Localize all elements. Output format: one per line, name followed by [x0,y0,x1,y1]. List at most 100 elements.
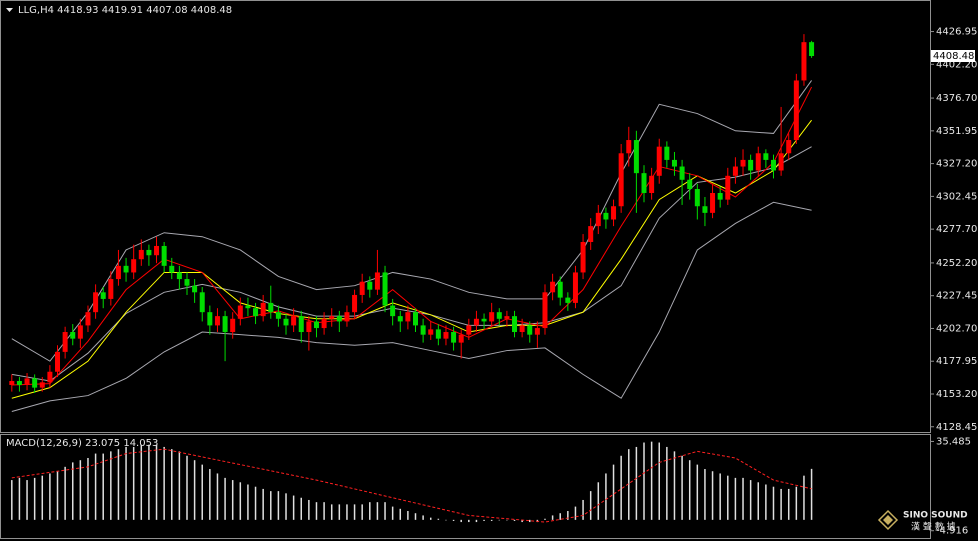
macd-bar [498,519,501,521]
macd-bar [407,511,409,520]
macd-bar [171,449,173,520]
macd-bar [429,517,432,520]
macd-bar [330,504,333,520]
candle-body [298,316,304,333]
macd-bar [620,455,622,520]
macd-bar [87,457,89,520]
candle-body [428,329,434,335]
macd-bar [666,446,668,520]
candle-body [397,316,403,322]
macd-bar [650,441,653,520]
macd-bar [452,519,455,521]
overlay-line [11,119,812,399]
candle-body [702,206,708,213]
candle-body [443,332,449,339]
menu-arrow[interactable] [6,8,13,12]
candle-body [679,166,685,180]
candle-body [253,308,259,317]
candle-body [123,265,129,273]
y-tick-label: 4402.20 [936,59,977,70]
macd-bar [11,480,13,520]
macd-bar [231,480,234,520]
candle-body [755,153,761,171]
candle-body [291,316,297,326]
macd-bar [681,455,683,520]
macd-bar [140,444,143,520]
macd-bar [285,493,287,520]
candle-body [16,381,22,385]
macd-bar [209,469,211,520]
macd-bar [292,495,295,520]
macd-bar [201,464,203,520]
y-tick-label: 4426.95 [936,27,977,38]
candle-body [694,189,700,207]
candle-body [237,305,243,319]
macd-bar [346,504,348,520]
candle-body [557,281,563,298]
candle-body [222,316,228,333]
macd-bar [521,519,523,523]
candle-body [451,332,457,343]
candle-body [39,382,45,388]
y-tick-label: -4.916 [936,526,968,537]
candle-body [138,249,144,260]
candle-body [519,325,525,333]
macd-bar [688,460,691,520]
y-tick-label: 4153.20 [936,389,977,400]
macd-bar [239,482,242,520]
macd-bar [308,499,310,520]
macd-bar [513,519,516,521]
overlay-line [11,86,813,386]
candle-body [466,325,472,335]
candle-body [512,316,518,333]
macd-bar [102,453,104,520]
y-tick-label: 4302.45 [936,191,977,202]
macd-bar [605,473,607,520]
candle-body [70,332,76,339]
y-tick-label: 4227.45 [936,291,977,302]
macd-bar [300,497,302,520]
candle-body [595,212,601,227]
candle-body [184,279,190,286]
candle-body [367,281,373,290]
macd-bar [468,519,470,523]
candle-body [47,371,53,383]
macd-bar [361,504,363,520]
watermark-logo [877,509,899,531]
macd-bar [574,506,577,520]
macd-bar [445,519,447,521]
macd-bar [559,513,561,520]
macd-bar [186,455,188,520]
macd-bar [810,468,813,520]
candle-body [732,166,738,176]
macd-bar [765,484,767,520]
macd-bar [711,471,714,520]
y-tick-label: 4327.20 [936,159,977,170]
macd-bar [437,518,440,520]
macd-bar [224,477,226,520]
candle-body [435,329,441,339]
candle-body [115,265,121,280]
macd-bar [148,444,150,520]
macd-bar [353,504,356,520]
candle-body [572,272,578,303]
watermark-logo-inner [883,515,893,525]
last-price-box [931,50,975,62]
candle-body [390,305,396,317]
candle-body [671,159,677,167]
candle-body [268,302,274,313]
macd-bar [155,444,158,520]
overlay-line [11,201,812,412]
candle-body [527,325,533,335]
candle-body [710,193,716,213]
candle-body [169,265,175,273]
candle-body [550,281,556,293]
candle-body [77,325,83,339]
macd-bar [193,460,196,520]
macd-bar [247,484,249,520]
candle-body [565,297,571,303]
macd-bar [795,486,798,520]
candle-body [245,305,251,309]
candle-body [207,312,213,326]
